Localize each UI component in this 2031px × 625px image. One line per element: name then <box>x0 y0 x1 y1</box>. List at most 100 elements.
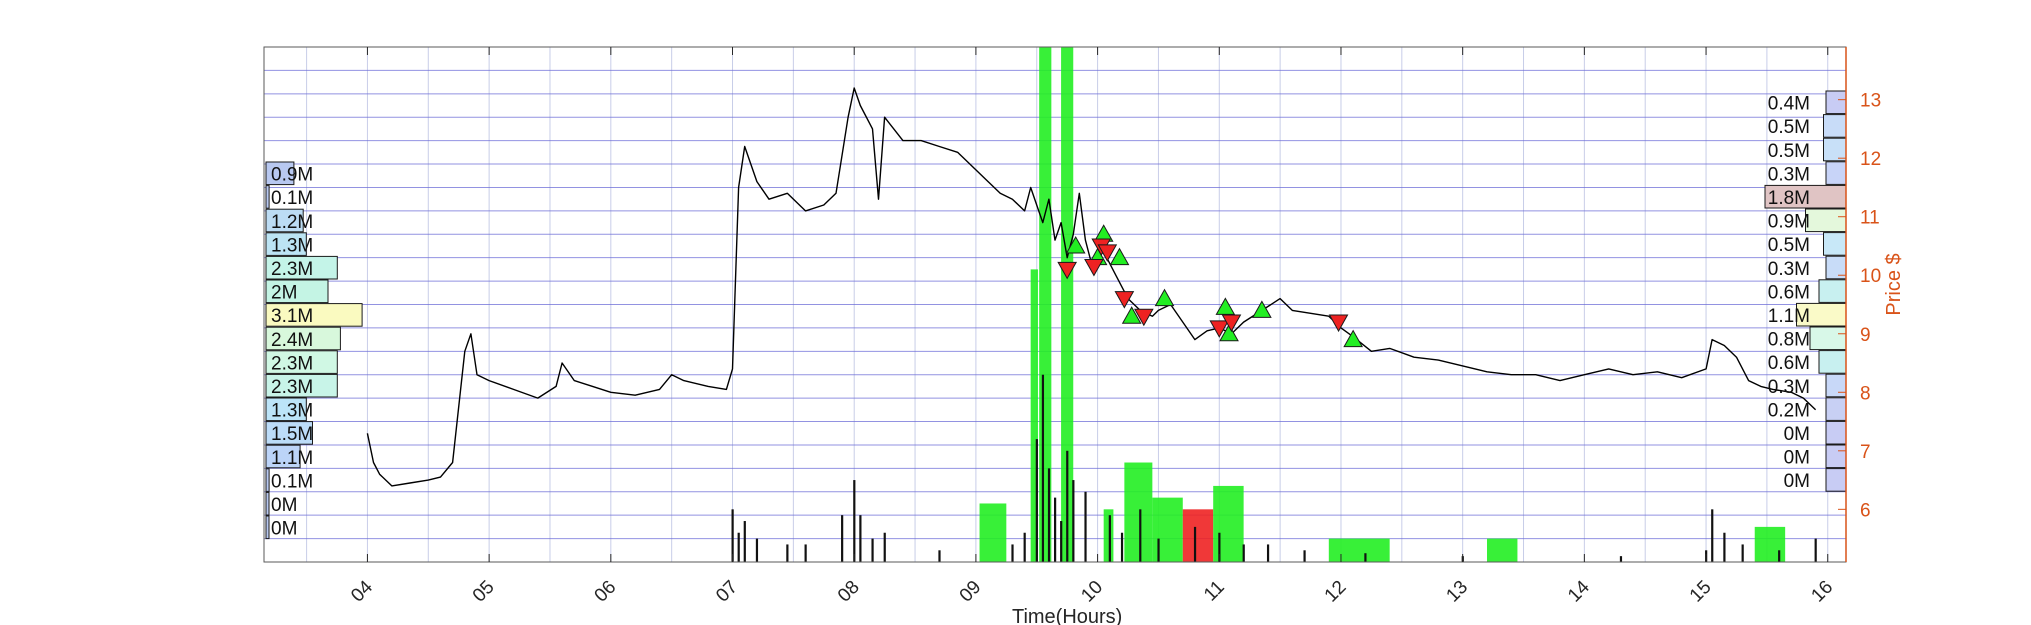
volume-bar <box>804 544 807 562</box>
volume-bar <box>1084 491 1087 562</box>
y-tick-label: 12 <box>1860 149 1881 170</box>
right-profile-label: 0.4M <box>1768 94 1810 115</box>
left-profile-bar <box>265 491 270 516</box>
volume-bar <box>1120 532 1124 562</box>
left-volume-profile: 0.9M0.1M1.2M1.3M2.3M2M3.1M2.4M2.3M2.3M1.… <box>265 161 363 540</box>
right-profile-label: 0.9M <box>1768 212 1810 233</box>
left-profile-bar <box>265 444 301 469</box>
y-axis-right: 6 7 8 9 10 11 12 13 <box>1838 47 1881 562</box>
volume-bar <box>1303 550 1306 562</box>
buy-marker <box>1252 300 1272 318</box>
left-profile-label: 1.3M <box>271 401 313 422</box>
left-profile-bar <box>265 397 307 422</box>
left-profile-bar <box>265 161 295 186</box>
sell-signal-bar <box>1182 509 1214 562</box>
sell-marker <box>1328 314 1349 333</box>
right-profile-bar <box>1825 373 1847 398</box>
price-series <box>366 87 1817 487</box>
left-profile-label: 1.5M <box>271 424 313 445</box>
left-profile-bar <box>265 373 338 398</box>
trade-signal-markers <box>1057 224 1364 348</box>
volume-bar <box>841 515 844 562</box>
buy-signal-bar <box>1061 47 1074 562</box>
volume-bar <box>1066 450 1069 562</box>
volume-bar <box>1108 515 1111 562</box>
buy-signal-bar <box>1213 485 1244 562</box>
left-profile-label: 3.1M <box>271 306 313 327</box>
right-profile-label: 0.5M <box>1768 235 1810 256</box>
buy-signal-bar <box>1328 538 1390 562</box>
left-profile-bar <box>265 421 313 445</box>
volume-bar <box>1047 468 1051 562</box>
volume-bar <box>1814 538 1817 562</box>
buy-signal-bar <box>979 503 1007 562</box>
left-profile-bar <box>265 515 270 540</box>
right-profile-bar <box>1825 90 1847 115</box>
x-axis-label: Time(Hours) <box>1012 606 1122 625</box>
volume-bars <box>731 374 1817 562</box>
left-profile-label: 1.1M <box>271 448 313 469</box>
volume-bar <box>731 509 734 562</box>
buy-marker <box>1215 297 1236 315</box>
right-profile-bar <box>1825 420 1847 445</box>
right-profile-label: 1.1M <box>1768 306 1810 327</box>
sell-marker <box>1221 314 1242 333</box>
y-tick-label: 7 <box>1860 442 1871 463</box>
profile-lines <box>264 69 1846 540</box>
left-profile-label: 0M <box>271 495 297 516</box>
left-profile-bar <box>265 208 304 233</box>
volume-bar <box>1193 526 1197 562</box>
volume-bar <box>755 538 759 562</box>
left-profile-bar <box>265 468 270 492</box>
right-profile-bar <box>1825 444 1847 469</box>
right-profile-label: 0.3M <box>1768 259 1810 280</box>
volume-bar <box>1741 544 1744 562</box>
right-profile-bar <box>1823 114 1847 138</box>
buy-signal-bar <box>1152 497 1183 562</box>
buy-marker <box>1219 323 1239 342</box>
right-volume-profile: 0.4M0.5M0.5M0.3M1.8M0.9M0.5M0.3M0.6M1.1M… <box>1764 90 1847 492</box>
right-profile-label: 0.2M <box>1768 400 1810 421</box>
volume-bar <box>1778 550 1781 562</box>
volume-bar <box>853 480 856 562</box>
left-profile-bar <box>265 326 341 351</box>
y-tick-label: 11 <box>1860 208 1880 229</box>
right-profile-label: 0M <box>1784 424 1810 445</box>
buy-signal-bar <box>1103 509 1114 562</box>
volume-bar <box>1023 532 1026 562</box>
buy-signal-bar <box>1124 462 1153 562</box>
buy-marker <box>1109 247 1130 266</box>
buy-signal-bar <box>1487 538 1518 562</box>
left-profile-bar <box>265 279 329 304</box>
volume-bar <box>1218 532 1221 562</box>
buy-marker <box>1343 329 1364 348</box>
buy-marker <box>1154 288 1175 307</box>
y-tick-label: 10 <box>1860 266 1881 287</box>
right-profile-label: 0.8M <box>1768 330 1810 351</box>
buy-signal-bar <box>1754 526 1786 562</box>
sell-marker <box>1057 261 1078 280</box>
right-profile-bar <box>1825 468 1847 492</box>
right-profile-label: 0.3M <box>1768 164 1810 185</box>
left-profile-label: 0M <box>271 519 297 540</box>
left-profile-bar <box>265 232 307 256</box>
right-profile-label: 0.6M <box>1768 353 1810 374</box>
right-profile-label: 0.3M <box>1768 377 1810 398</box>
volume-bar <box>786 544 789 562</box>
volume-bar <box>938 550 941 562</box>
right-profile-bar <box>1818 279 1847 303</box>
price-line <box>366 87 1817 487</box>
left-profile-label: 1.3M <box>271 235 313 256</box>
left-profile-label: 0.9M <box>271 165 313 186</box>
left-profile-label: 2.3M <box>271 259 313 280</box>
left-profile-label: 2.3M <box>271 353 313 374</box>
volume-bar <box>1266 544 1270 562</box>
volume-bar <box>1072 480 1075 562</box>
volume-bar <box>737 532 740 562</box>
buy-marker <box>1121 306 1142 324</box>
left-profile-label: 2M <box>271 283 297 304</box>
volume-bar <box>859 515 862 562</box>
right-profile-label: 0.5M <box>1768 117 1810 138</box>
sell-marker <box>1133 308 1154 327</box>
